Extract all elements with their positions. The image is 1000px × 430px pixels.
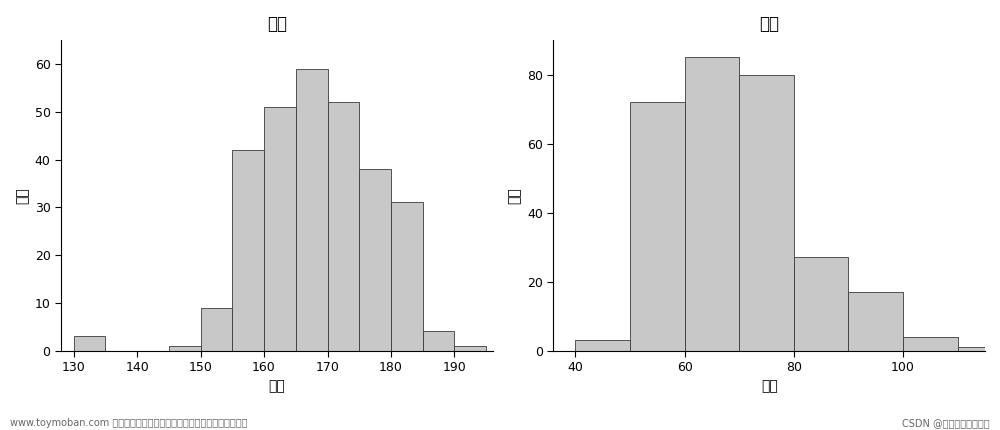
X-axis label: 组别: 组别 (268, 380, 285, 393)
Bar (296, 69, 328, 350)
Bar (201, 307, 232, 350)
Bar (630, 102, 685, 350)
Text: CSDN @数据人的自我救赎: CSDN @数据人的自我救赎 (902, 418, 990, 428)
Bar (423, 332, 454, 350)
Bar (454, 346, 486, 350)
Bar (794, 258, 848, 350)
Y-axis label: 频数: 频数 (508, 187, 522, 204)
Y-axis label: 频数: 频数 (15, 187, 29, 204)
Bar (685, 57, 739, 350)
Bar (359, 169, 391, 350)
Bar (575, 340, 630, 350)
Bar (848, 292, 903, 350)
Bar (169, 346, 201, 350)
X-axis label: 组别: 组别 (761, 380, 778, 393)
Bar (739, 74, 794, 350)
Title: 身高: 身高 (267, 15, 287, 33)
Bar (903, 337, 958, 350)
Bar (264, 107, 296, 350)
Bar (328, 102, 359, 350)
Bar (232, 150, 264, 350)
Bar (391, 203, 423, 350)
Bar (958, 347, 985, 350)
Title: 体重: 体重 (759, 15, 779, 33)
Text: www.toymoban.com 网络图片仅供展示，非存储，如有侵权请联系删除。: www.toymoban.com 网络图片仅供展示，非存储，如有侵权请联系删除。 (10, 418, 248, 428)
Bar (74, 336, 105, 350)
